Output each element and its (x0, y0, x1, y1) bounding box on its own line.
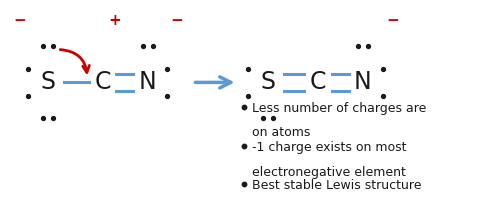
Text: Best stable Lewis structure: Best stable Lewis structure (252, 179, 422, 192)
Text: Less number of charges are: Less number of charges are (252, 102, 427, 115)
Text: on atoms: on atoms (252, 126, 311, 139)
Text: −: − (386, 13, 399, 28)
Text: -1 charge exists on most: -1 charge exists on most (252, 141, 407, 154)
Text: electronegative element: electronegative element (252, 165, 406, 179)
Text: −: − (14, 13, 26, 28)
Text: S: S (40, 70, 55, 94)
Text: +: + (108, 13, 122, 28)
Text: N: N (354, 70, 372, 94)
Text: −: − (170, 13, 183, 28)
Text: C: C (309, 70, 326, 94)
Text: N: N (138, 70, 156, 94)
Text: C: C (94, 70, 111, 94)
Text: S: S (260, 70, 275, 94)
